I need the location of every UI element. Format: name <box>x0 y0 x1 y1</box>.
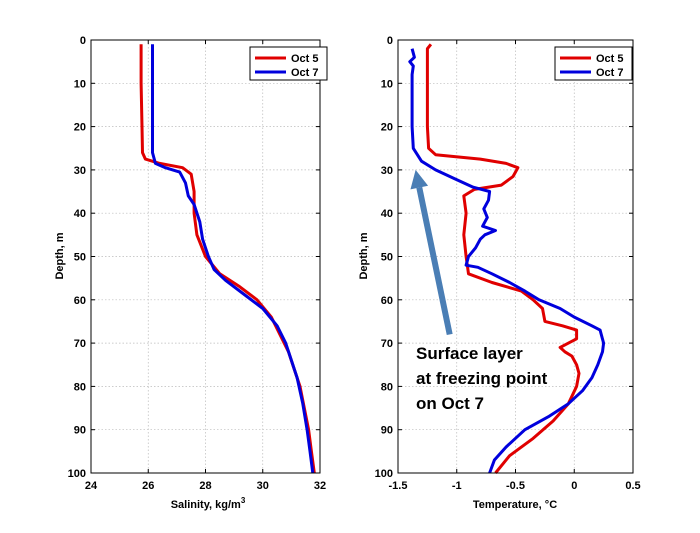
x-tick-label: 24 <box>85 480 98 492</box>
legend-label-oct5: Oct 5 <box>596 53 624 65</box>
series-line-oct7 <box>151 44 315 474</box>
y-tick-label: 50 <box>381 252 393 264</box>
y-tick-label: 70 <box>381 338 393 350</box>
x-tick-label: 0 <box>571 480 577 492</box>
legend-label-oct7: Oct 7 <box>291 67 319 79</box>
y-tick-label: 90 <box>74 425 86 437</box>
legend-label-oct5: Oct 5 <box>291 53 319 65</box>
salinity-ylabel: Depth, m <box>54 232 66 279</box>
y-tick-label: 60 <box>74 295 86 307</box>
y-tick-label: 100 <box>68 468 86 480</box>
y-tick-label: 0 <box>80 35 86 47</box>
y-tick-label: 60 <box>381 295 393 307</box>
temperature-panel: 0 10 20 30 40 50 60 70 80 90 100-1.5 -1 -0.5 0 0.5 Oct… <box>358 35 641 511</box>
temperature-xlabel-text: Temperature, <box>473 499 545 511</box>
temperature-ticks: 0 10 20 30 40 50 60 70 80 90 100-1.5 -1 -0.5 0 0.5 <box>375 35 641 492</box>
annotation-arrow-shaft <box>416 186 453 336</box>
salinity-xlabel-text: Salinity, kg/m <box>171 499 241 511</box>
y-tick-label: 40 <box>381 208 393 220</box>
temperature-legend: Oct 5 Oct 7 <box>554 46 633 81</box>
legend-box <box>554 46 633 81</box>
x-tick-label: 32 <box>314 480 326 492</box>
x-tick-label: 28 <box>199 480 211 492</box>
x-tick-label: 26 <box>142 480 154 492</box>
y-tick-label: 100 <box>375 468 393 480</box>
y-tick-label: 80 <box>74 381 86 393</box>
x-tick-label: -1.5 <box>389 480 408 492</box>
y-tick-label: 10 <box>381 78 393 90</box>
series-line-oct5 <box>139 44 316 474</box>
x-tick-label: 30 <box>257 480 269 492</box>
annotation-line-3: on Oct 7 <box>416 394 484 413</box>
y-tick-label: 80 <box>381 381 393 393</box>
salinity-xlabel-superscript: 3 <box>241 496 246 505</box>
legend-label-oct7: Oct 7 <box>596 67 624 79</box>
y-tick-label: 50 <box>74 252 86 264</box>
temperature-xlabel: Temperature, °C <box>473 499 557 511</box>
series-line-oct7 <box>408 48 606 474</box>
salinity-xlabel: Salinity, kg/m3 <box>171 496 246 511</box>
y-tick-label: 10 <box>74 78 86 90</box>
y-tick-label: 30 <box>74 165 86 177</box>
y-tick-label: 70 <box>74 338 86 350</box>
annotation-arrow <box>410 169 453 336</box>
temperature-ylabel: Depth, m <box>358 232 370 279</box>
y-tick-label: 20 <box>74 122 86 134</box>
y-tick-label: 30 <box>381 165 393 177</box>
legend-box <box>249 46 328 81</box>
x-tick-label: 0.5 <box>625 480 640 492</box>
annotation-line-1: Surface layer <box>416 344 523 363</box>
y-tick-label: 0 <box>387 35 393 47</box>
y-tick-label: 90 <box>381 425 393 437</box>
annotation-line-2: at freezing point <box>416 369 548 388</box>
series-line-oct5 <box>425 43 581 474</box>
annotation-arrow-head <box>410 169 429 190</box>
annotation-text: Surface layer at freezing point on Oct 7 <box>416 344 548 413</box>
y-tick-label: 40 <box>74 208 86 220</box>
salinity-lines <box>139 44 316 474</box>
temperature-xlabel-unit: °C <box>545 499 557 511</box>
salinity-legend: Oct 5 Oct 7 <box>249 46 328 81</box>
y-tick-label: 20 <box>381 122 393 134</box>
x-tick-label: -0.5 <box>506 480 525 492</box>
temperature-lines <box>408 43 606 474</box>
x-tick-label: -1 <box>452 480 462 492</box>
